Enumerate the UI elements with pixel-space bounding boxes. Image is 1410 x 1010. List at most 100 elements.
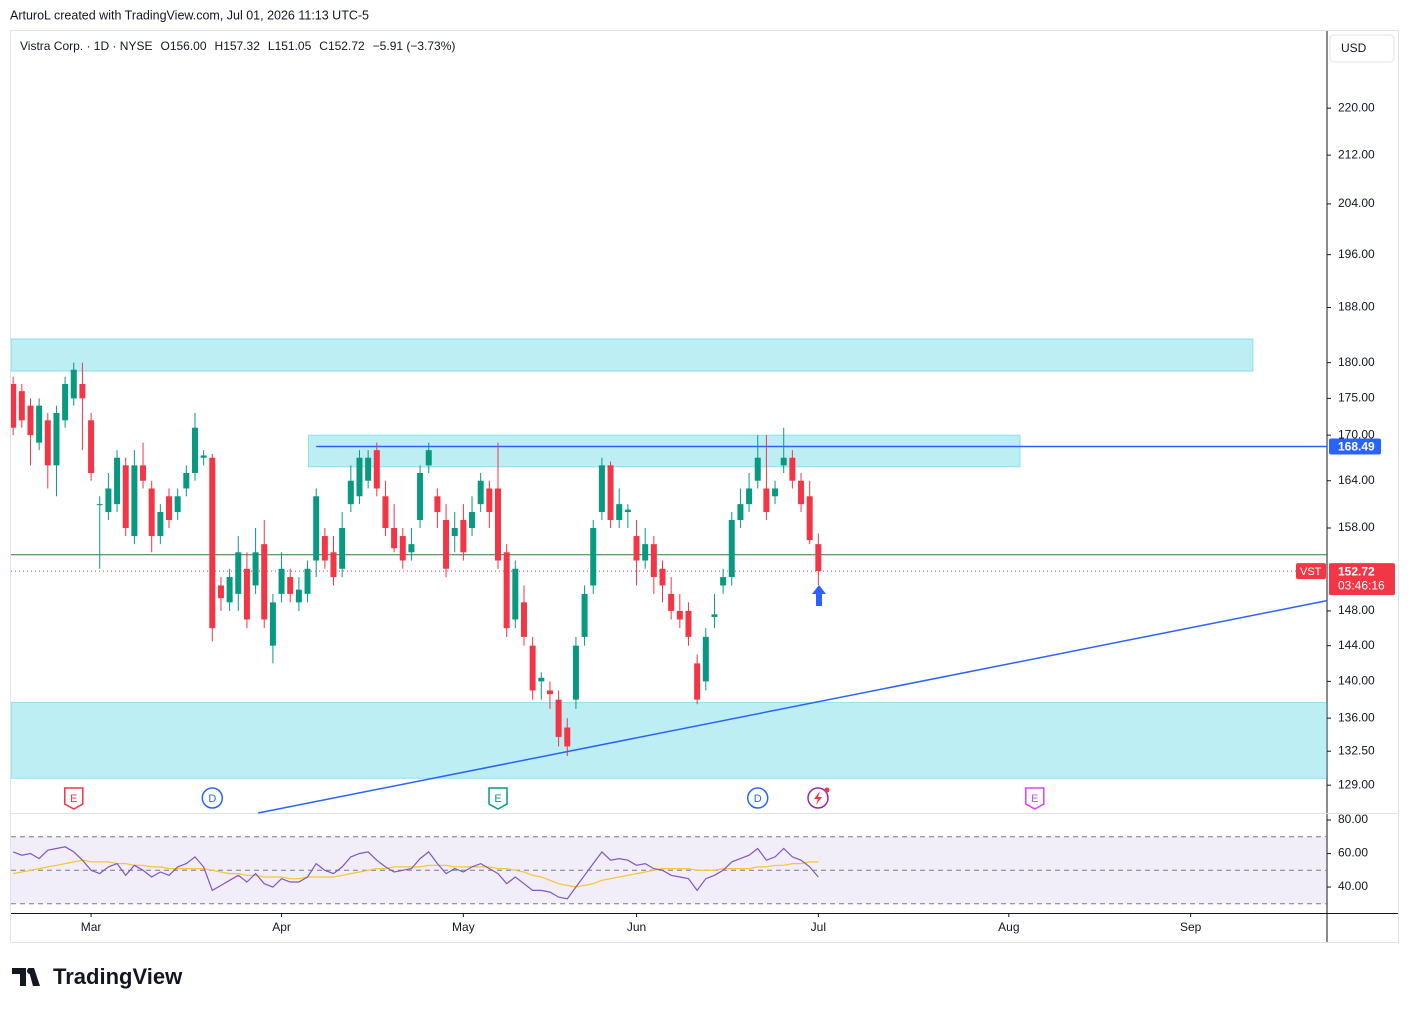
candle-body (650, 544, 657, 578)
candle-body (122, 465, 129, 528)
legend-item: H157.32 (215, 39, 261, 53)
candle-body (538, 677, 545, 682)
candle-body (746, 488, 753, 505)
candle-body (27, 405, 34, 436)
candle-body (347, 480, 354, 505)
flash-dot (824, 787, 830, 793)
candle-body (763, 488, 770, 513)
candle-body (460, 519, 467, 553)
candle-body (183, 473, 190, 489)
candle-body (209, 457, 216, 629)
candle-body (780, 457, 787, 466)
y-tick-label: 148.00 (1338, 603, 1375, 617)
candle-body (520, 602, 527, 637)
y-tick-label: 212.00 (1338, 147, 1375, 161)
candle-body (140, 465, 147, 481)
candle-body (503, 552, 510, 629)
candle-body (399, 536, 406, 561)
y-tick-label: 136.00 (1338, 710, 1375, 724)
candle-body (339, 527, 346, 569)
candle-body (356, 457, 363, 497)
y-tick-label: 170.00 (1338, 427, 1375, 441)
ticker-tag (1296, 563, 1326, 580)
flash-icon[interactable] (807, 787, 830, 809)
event-badge[interactable] (746, 787, 769, 809)
candle-body (685, 610, 692, 637)
candle-body (772, 488, 779, 497)
candle-body (486, 488, 493, 513)
candle-body (469, 512, 476, 528)
event-label: D (208, 793, 216, 805)
logo-mark (12, 968, 40, 986)
candle-body (261, 544, 268, 620)
candle-body (581, 593, 588, 637)
y-tick-label: 196.00 (1338, 247, 1375, 261)
candle-body (495, 488, 502, 561)
candle-body (477, 480, 484, 505)
header: ArturoL created with TradingView.com, Ju… (10, 8, 369, 22)
candle-body (425, 450, 432, 466)
candle-body (278, 568, 285, 594)
y-tick-label: 220.00 (1338, 100, 1375, 114)
candle-body (373, 450, 380, 489)
candle-body (711, 614, 718, 617)
logo-dot (27, 968, 33, 974)
candle-body (555, 699, 562, 737)
y-tick-label: 144.00 (1338, 638, 1375, 652)
event-label: D (754, 793, 762, 805)
candle-body (616, 504, 623, 520)
candle-body (148, 488, 155, 537)
candle-body (18, 391, 25, 421)
candle-body (728, 519, 735, 578)
x-tick-label: Sep (1180, 920, 1202, 934)
candle-body (659, 568, 666, 586)
y-tick-label: 158.00 (1338, 520, 1375, 534)
candle-body (624, 509, 631, 513)
zone (11, 338, 1254, 372)
candle-body (200, 455, 207, 458)
legend-item: L151.05 (268, 39, 312, 53)
candle-body (157, 512, 164, 537)
candle-body (668, 593, 675, 611)
rsi-line (12, 846, 819, 900)
candle-body (11, 383, 17, 428)
candle-body (798, 480, 805, 505)
x-tick-label: Jul (811, 920, 826, 934)
candle-body (572, 645, 579, 700)
event-badge (488, 787, 508, 810)
candle-body (304, 568, 311, 594)
candle-body (166, 496, 173, 520)
candle-body (96, 504, 103, 506)
candle-body (287, 577, 294, 594)
candle-body (62, 383, 69, 421)
legend-text: Vistra Corp. · 1D · NYSE O156.00 H157.32 L1… (20, 39, 455, 53)
x-tick-label: Mar (81, 920, 102, 934)
y-tick-label: 140.00 (1338, 674, 1375, 688)
axes: 220.00 212.00 204.00 196.00 188.00 180.00 175.… (81, 100, 1395, 934)
candle-body (217, 585, 224, 599)
currency-button[interactable] (1329, 34, 1395, 63)
candle-body (789, 457, 796, 481)
candle-body (676, 610, 683, 620)
event-badge[interactable] (201, 787, 224, 809)
candle-body (737, 504, 744, 520)
legend-item: C152.72 (319, 39, 365, 53)
candle-body (382, 496, 389, 528)
candle-body (443, 519, 450, 569)
candle-body (131, 465, 138, 537)
candle-body (633, 536, 640, 561)
candle-body (806, 496, 813, 541)
rsi-ma-line (13, 859, 819, 888)
candle-body (434, 496, 441, 513)
event-label: E (1031, 793, 1038, 805)
x-tick-label: Apr (272, 920, 291, 934)
event-badge (1025, 787, 1045, 810)
candle-body (295, 589, 302, 603)
ticker-label: VST (1300, 566, 1322, 578)
trendline (258, 599, 1328, 814)
candle-body (408, 544, 415, 553)
y-tick-label: 188.00 (1338, 300, 1375, 314)
candle-body (252, 552, 259, 586)
x-tick-label: Aug (998, 920, 1019, 934)
candle-body (365, 457, 372, 481)
